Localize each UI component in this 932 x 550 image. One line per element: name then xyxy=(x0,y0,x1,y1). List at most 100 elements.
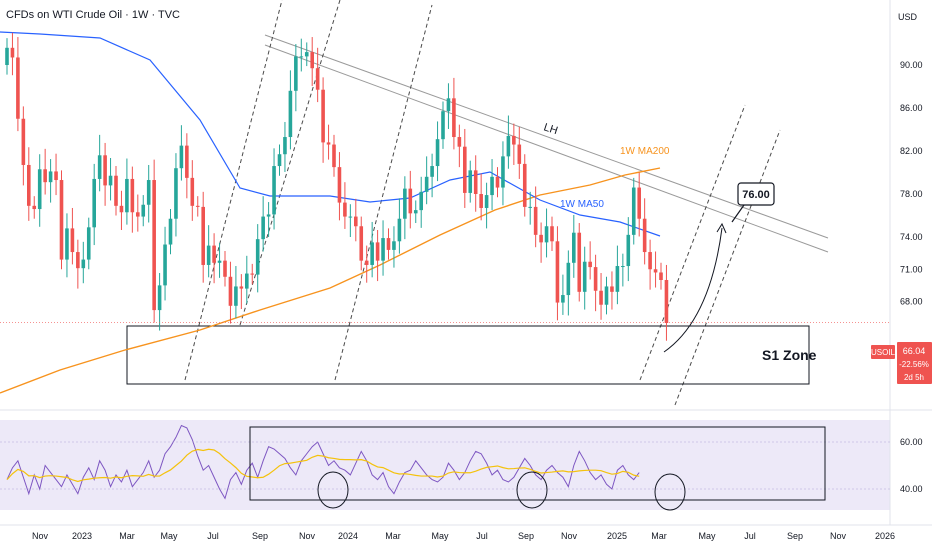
candle-body xyxy=(528,206,532,208)
time-tick-label: 2025 xyxy=(607,531,627,541)
time-tick-label: May xyxy=(431,531,449,541)
candle-body xyxy=(615,266,620,292)
s1-zone-label: S1 Zone xyxy=(762,347,817,363)
candle-body xyxy=(37,169,42,210)
candle-body xyxy=(65,228,69,260)
candle-body xyxy=(163,244,167,286)
symbol-badge xyxy=(871,345,895,359)
candle-body xyxy=(315,68,320,90)
time-tick-label: 2026 xyxy=(875,531,895,541)
candle-body xyxy=(550,226,554,242)
price-tick-label: 74.00 xyxy=(900,232,923,242)
channel-line-2 xyxy=(334,4,433,381)
candle-body xyxy=(381,238,385,261)
candle-body xyxy=(10,47,15,58)
candle-body xyxy=(517,144,522,164)
rsi-circle-2 xyxy=(654,473,686,511)
candle-body xyxy=(588,261,592,268)
candle-body xyxy=(506,135,511,157)
candle-body xyxy=(174,168,178,219)
time-tick-label: Mar xyxy=(385,531,401,541)
candle-body xyxy=(43,169,47,183)
candle-body xyxy=(337,167,342,203)
candle-body xyxy=(610,286,614,292)
candle-body xyxy=(604,286,609,305)
candle-body xyxy=(141,204,146,217)
candle-body xyxy=(582,261,587,292)
rsi-ma-line xyxy=(6,448,640,483)
candle-body xyxy=(294,56,298,91)
candle-body xyxy=(179,145,184,169)
candle-body xyxy=(21,118,26,165)
projection-arrow xyxy=(663,227,723,353)
candle-body xyxy=(228,276,233,306)
candle-body xyxy=(261,216,265,240)
candle-body xyxy=(664,280,669,323)
candle-body xyxy=(403,188,407,219)
candle-body xyxy=(359,226,364,261)
target-label: 76.00 xyxy=(742,189,770,201)
time-tick-label: 2023 xyxy=(72,531,92,541)
candle-body xyxy=(354,216,358,227)
candle-body xyxy=(501,156,505,188)
candle-body xyxy=(490,176,494,196)
rsi-circle-0 xyxy=(317,471,349,509)
ma200-line xyxy=(0,167,661,394)
ma50-label: 1W MA50 xyxy=(560,199,604,210)
price-tick-label: 86.00 xyxy=(900,103,923,113)
candle-body xyxy=(468,170,473,193)
change-label: -22.56% xyxy=(899,360,929,369)
candle-body xyxy=(27,164,31,206)
candle-body xyxy=(125,178,129,213)
time-tick-label: Jul xyxy=(207,531,219,541)
candle-body xyxy=(168,218,173,245)
candle-body xyxy=(206,245,211,265)
candle-body xyxy=(446,98,451,112)
candle-body xyxy=(370,242,374,265)
candle-body xyxy=(283,137,287,155)
candle-body xyxy=(659,272,663,280)
last-price-label: 66.04 xyxy=(903,346,926,356)
candle-body xyxy=(348,216,353,218)
candle-body xyxy=(413,210,418,214)
rsi-tick-label: 40.00 xyxy=(900,484,923,494)
s1-zone-box xyxy=(126,325,810,385)
candle-body xyxy=(304,52,309,57)
candle-body xyxy=(626,234,631,267)
last-price-badge xyxy=(897,342,932,384)
candle-body xyxy=(364,260,369,265)
candle-body xyxy=(484,195,489,208)
candle-body xyxy=(637,187,641,219)
candle-body xyxy=(642,218,647,253)
time-tick-label: Mar xyxy=(651,531,667,541)
candle-body xyxy=(495,176,500,188)
candle-body xyxy=(435,139,440,167)
time-tick-label: May xyxy=(160,531,178,541)
price-tick-label: 90.00 xyxy=(900,60,923,70)
candle-body xyxy=(103,155,107,186)
channel-line-0 xyxy=(184,0,283,381)
time-tick-label: Nov xyxy=(830,531,847,541)
symbol-label: USOIL xyxy=(871,348,896,357)
candle-body xyxy=(621,266,625,268)
candle-body xyxy=(201,206,205,265)
ma50-line xyxy=(0,31,661,237)
rsi-box xyxy=(249,426,826,501)
candle-body xyxy=(48,171,53,183)
candle-body xyxy=(234,286,238,306)
candle-body xyxy=(332,144,336,168)
price-tick-label: 82.00 xyxy=(900,146,923,156)
candle-body xyxy=(190,177,195,206)
candle-body xyxy=(555,241,560,303)
candle-body xyxy=(566,262,571,296)
candle-body xyxy=(424,176,429,192)
candle-body xyxy=(152,180,156,311)
candle-body xyxy=(130,178,135,213)
time-tick-label: Nov xyxy=(299,531,316,541)
price-tick-label: 71.00 xyxy=(900,264,923,274)
candle-body xyxy=(86,227,91,260)
candle-body xyxy=(114,175,118,206)
ma200-label: 1W MA200 xyxy=(620,146,670,157)
candle-body xyxy=(457,137,462,147)
